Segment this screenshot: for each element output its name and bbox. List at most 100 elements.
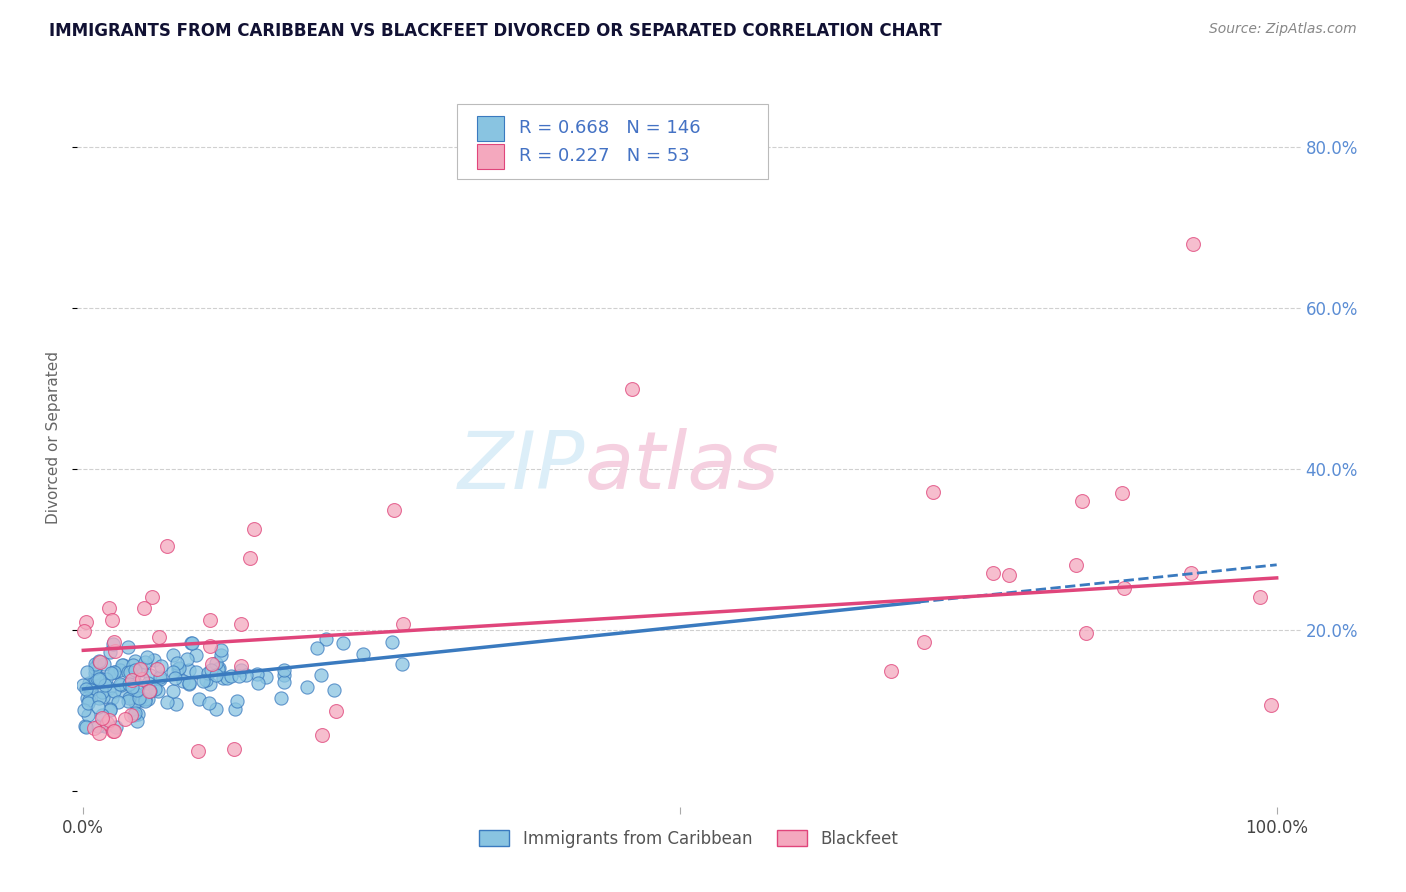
Point [112, 658, 135, 673]
Point [124, 654, 146, 668]
Point [149, 670, 172, 684]
Point [131, 663, 153, 677]
Point [1111, 486, 1133, 500]
Point [273, 668, 295, 682]
Point [392, 617, 415, 632]
Point [117, 694, 139, 708]
Point [295, 681, 318, 695]
Point [125, 714, 148, 728]
Point [89, 655, 111, 669]
Point [87, 655, 110, 669]
Point [87, 672, 110, 686]
Point [1260, 698, 1282, 712]
Point [180, 635, 202, 649]
Point [325, 704, 347, 718]
Point [382, 502, 405, 516]
Point [198, 677, 221, 691]
Point [96, 715, 118, 730]
Point [912, 634, 935, 648]
Point [75, 615, 97, 629]
Point [100, 613, 122, 627]
Point [270, 691, 292, 706]
Point [148, 683, 170, 698]
Point [98, 601, 121, 615]
Point [98, 713, 121, 727]
Point [143, 652, 166, 666]
Point [136, 692, 159, 706]
Point [243, 522, 266, 536]
Point [87, 690, 110, 705]
Point [179, 663, 201, 677]
Point [172, 674, 194, 689]
Point [212, 671, 235, 685]
Point [73, 624, 96, 639]
Text: atlas: atlas [585, 427, 780, 506]
Point [229, 659, 252, 673]
Point [235, 667, 257, 681]
Point [134, 686, 156, 700]
Point [167, 662, 190, 676]
Point [77, 697, 100, 711]
Point [75, 681, 97, 696]
Point [191, 674, 214, 689]
Point [134, 691, 156, 706]
Point [122, 673, 145, 687]
Point [128, 691, 150, 706]
Point [79, 693, 101, 707]
Point [1071, 494, 1094, 508]
Point [104, 665, 127, 679]
Point [84, 666, 107, 681]
Point [167, 661, 190, 675]
Point [997, 568, 1019, 582]
Point [103, 724, 125, 739]
Point [98, 703, 121, 717]
Point [1074, 626, 1097, 640]
Point [165, 698, 187, 712]
Point [117, 640, 139, 654]
Point [205, 667, 228, 681]
Point [143, 681, 166, 696]
Point [188, 692, 211, 706]
Point [205, 702, 228, 716]
Point [205, 656, 228, 670]
Point [246, 667, 269, 681]
FancyBboxPatch shape [477, 145, 505, 169]
Point [198, 696, 221, 710]
Point [128, 692, 150, 706]
Point [149, 672, 172, 686]
Point [322, 682, 344, 697]
Point [162, 665, 184, 679]
Point [198, 613, 221, 627]
Point [148, 630, 170, 644]
Point [72, 678, 94, 692]
Point [179, 675, 201, 690]
Point [352, 647, 374, 661]
FancyBboxPatch shape [457, 104, 769, 179]
Point [91, 685, 114, 699]
Point [86, 671, 108, 685]
Point [93, 657, 115, 671]
Point [94, 719, 117, 733]
Point [198, 639, 221, 653]
Point [217, 672, 239, 686]
Point [73, 703, 96, 717]
Point [207, 662, 229, 676]
Point [103, 634, 125, 648]
Point [84, 671, 107, 685]
Point [80, 682, 103, 697]
Point [200, 663, 222, 677]
Point [108, 663, 131, 677]
Point [76, 708, 98, 723]
Point [98, 645, 121, 659]
Point [273, 675, 295, 690]
Point [247, 675, 270, 690]
Legend: Immigrants from Caribbean, Blackfeet: Immigrants from Caribbean, Blackfeet [472, 823, 905, 855]
Point [208, 660, 231, 674]
Point [177, 677, 200, 691]
Point [84, 657, 107, 672]
Point [125, 687, 148, 701]
Point [76, 665, 98, 680]
Point [124, 706, 146, 720]
Point [273, 663, 295, 677]
Point [93, 690, 115, 705]
